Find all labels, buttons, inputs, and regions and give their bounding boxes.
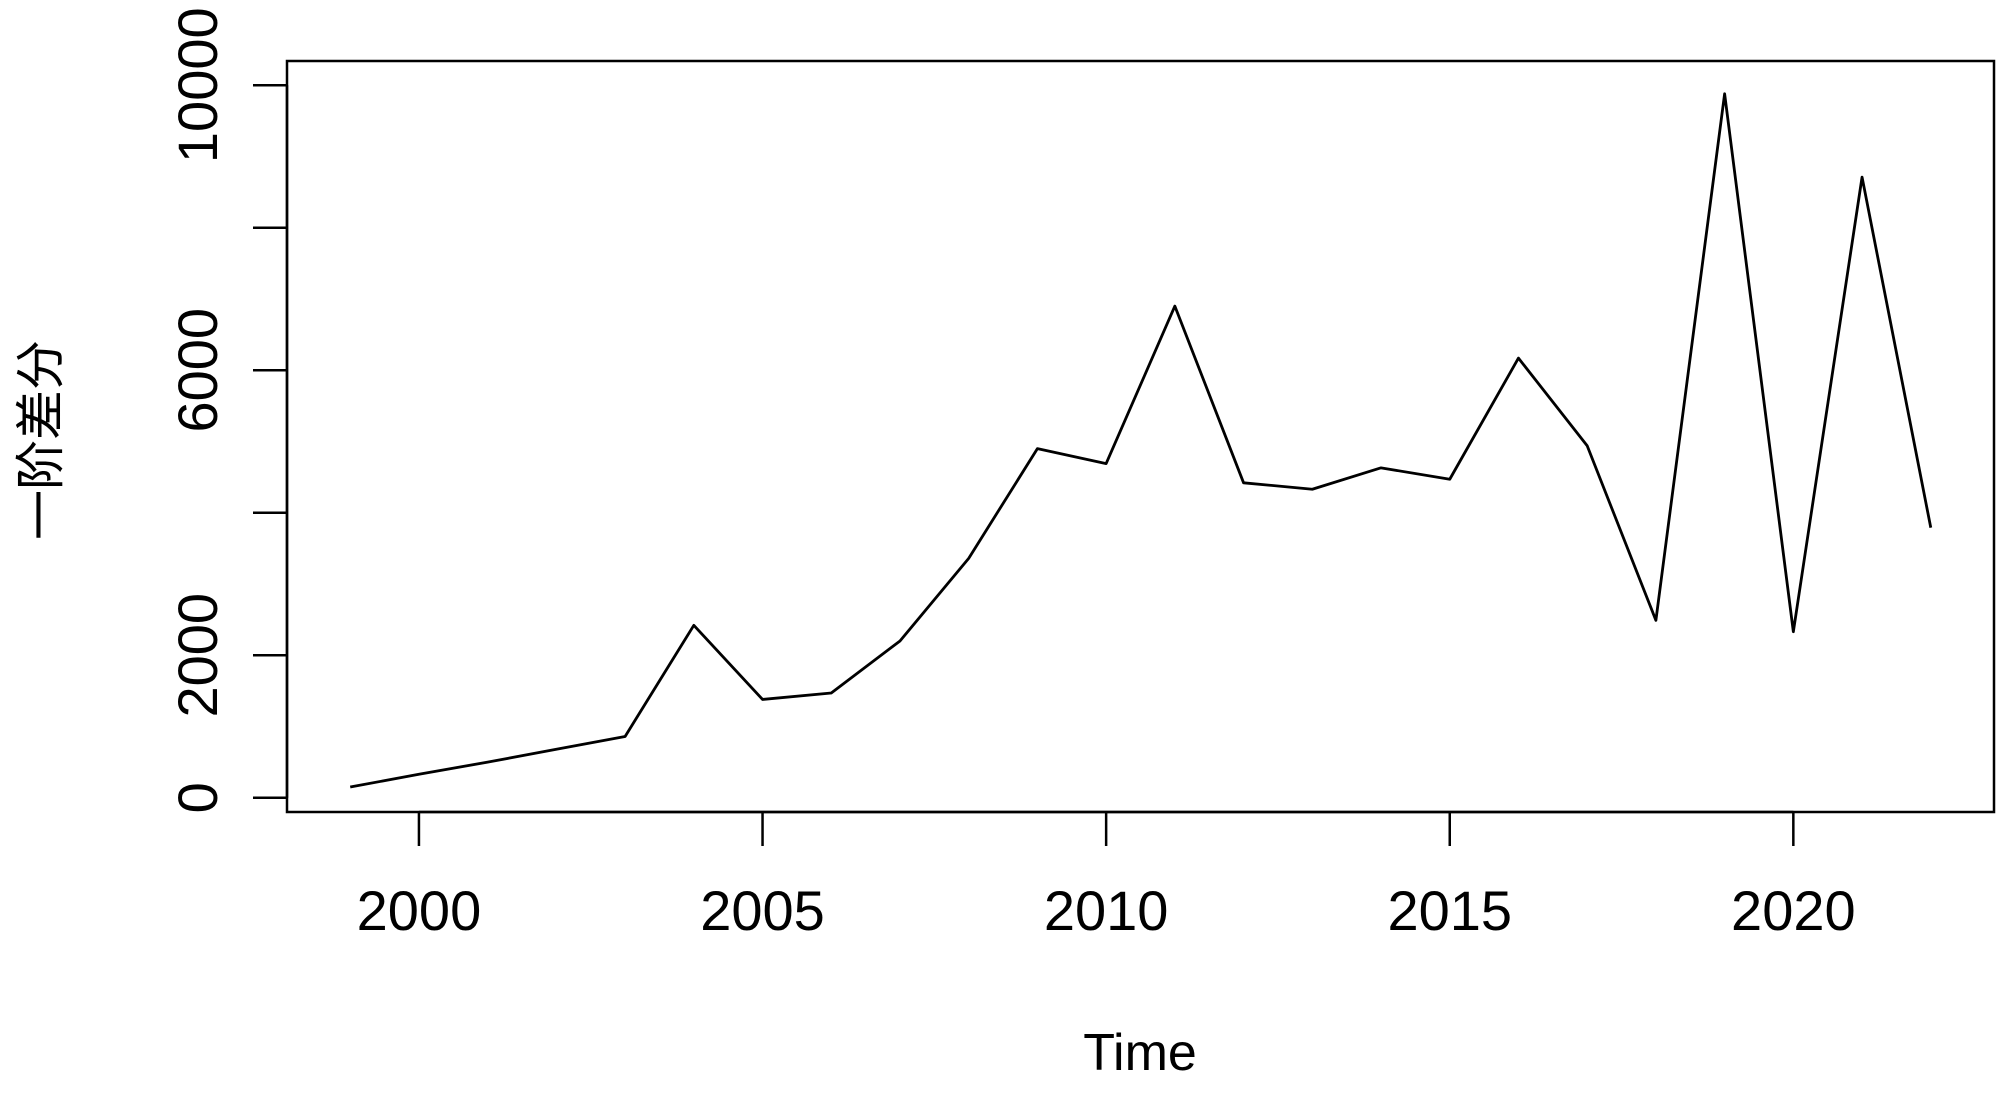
y-tick-label: 10000 [166,7,229,163]
series-line [349,92,1933,789]
plot-box [285,59,1996,814]
y-axis-title: 一阶差分 [12,340,70,540]
y-tick-label: 2000 [166,593,229,718]
x-tick-label: 2005 [700,879,825,942]
x-tick-label: 2010 [1044,879,1169,942]
x-tick-label: 2020 [1731,879,1856,942]
x-tick-label: 2000 [357,879,482,942]
x-axis-title: Time [1083,1024,1197,1082]
y-tick-label: 6000 [166,308,229,433]
y-tick-label: 0 [166,782,229,813]
x-tick-label: 2015 [1387,879,1512,942]
